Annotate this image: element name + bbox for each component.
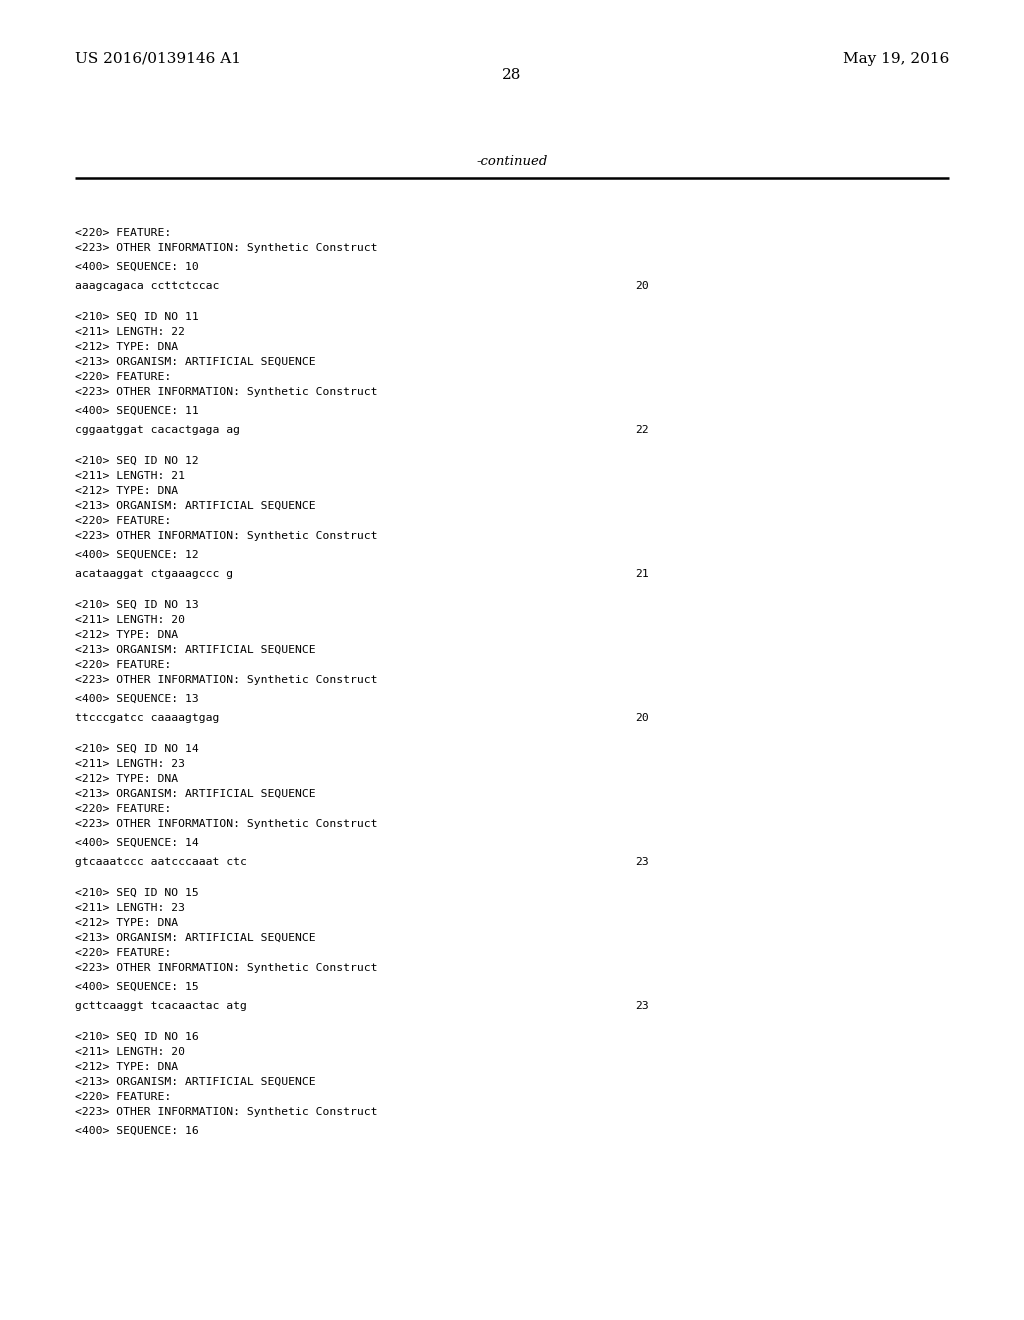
Text: acataaggat ctgaaagccc g: acataaggat ctgaaagccc g <box>75 569 233 579</box>
Text: <223> OTHER INFORMATION: Synthetic Construct: <223> OTHER INFORMATION: Synthetic Const… <box>75 531 378 541</box>
Text: <212> TYPE: DNA: <212> TYPE: DNA <box>75 774 178 784</box>
Text: 23: 23 <box>635 857 649 867</box>
Text: <223> OTHER INFORMATION: Synthetic Construct: <223> OTHER INFORMATION: Synthetic Const… <box>75 675 378 685</box>
Text: <211> LENGTH: 21: <211> LENGTH: 21 <box>75 471 185 480</box>
Text: <400> SEQUENCE: 15: <400> SEQUENCE: 15 <box>75 982 199 993</box>
Text: <213> ORGANISM: ARTIFICIAL SEQUENCE: <213> ORGANISM: ARTIFICIAL SEQUENCE <box>75 356 315 367</box>
Text: <220> FEATURE:: <220> FEATURE: <box>75 660 171 671</box>
Text: <211> LENGTH: 23: <211> LENGTH: 23 <box>75 759 185 770</box>
Text: <210> SEQ ID NO 11: <210> SEQ ID NO 11 <box>75 312 199 322</box>
Text: -continued: -continued <box>476 154 548 168</box>
Text: <210> SEQ ID NO 14: <210> SEQ ID NO 14 <box>75 744 199 754</box>
Text: <210> SEQ ID NO 16: <210> SEQ ID NO 16 <box>75 1032 199 1041</box>
Text: aaagcagaca ccttctccac: aaagcagaca ccttctccac <box>75 281 219 290</box>
Text: <220> FEATURE:: <220> FEATURE: <box>75 804 171 814</box>
Text: <400> SEQUENCE: 10: <400> SEQUENCE: 10 <box>75 261 199 272</box>
Text: <210> SEQ ID NO 12: <210> SEQ ID NO 12 <box>75 455 199 466</box>
Text: <212> TYPE: DNA: <212> TYPE: DNA <box>75 486 178 496</box>
Text: 28: 28 <box>503 69 521 82</box>
Text: cggaatggat cacactgaga ag: cggaatggat cacactgaga ag <box>75 425 240 436</box>
Text: <212> TYPE: DNA: <212> TYPE: DNA <box>75 1063 178 1072</box>
Text: gcttcaaggt tcacaactac atg: gcttcaaggt tcacaactac atg <box>75 1001 247 1011</box>
Text: 20: 20 <box>635 281 649 290</box>
Text: <213> ORGANISM: ARTIFICIAL SEQUENCE: <213> ORGANISM: ARTIFICIAL SEQUENCE <box>75 933 315 942</box>
Text: <220> FEATURE:: <220> FEATURE: <box>75 228 171 238</box>
Text: <220> FEATURE:: <220> FEATURE: <box>75 516 171 525</box>
Text: <213> ORGANISM: ARTIFICIAL SEQUENCE: <213> ORGANISM: ARTIFICIAL SEQUENCE <box>75 502 315 511</box>
Text: <211> LENGTH: 22: <211> LENGTH: 22 <box>75 327 185 337</box>
Text: <212> TYPE: DNA: <212> TYPE: DNA <box>75 917 178 928</box>
Text: <211> LENGTH: 23: <211> LENGTH: 23 <box>75 903 185 913</box>
Text: <210> SEQ ID NO 13: <210> SEQ ID NO 13 <box>75 601 199 610</box>
Text: <400> SEQUENCE: 16: <400> SEQUENCE: 16 <box>75 1126 199 1137</box>
Text: <223> OTHER INFORMATION: Synthetic Construct: <223> OTHER INFORMATION: Synthetic Const… <box>75 964 378 973</box>
Text: <210> SEQ ID NO 15: <210> SEQ ID NO 15 <box>75 888 199 898</box>
Text: <400> SEQUENCE: 14: <400> SEQUENCE: 14 <box>75 838 199 847</box>
Text: <220> FEATURE:: <220> FEATURE: <box>75 948 171 958</box>
Text: US 2016/0139146 A1: US 2016/0139146 A1 <box>75 51 241 66</box>
Text: 22: 22 <box>635 425 649 436</box>
Text: 20: 20 <box>635 713 649 723</box>
Text: 21: 21 <box>635 569 649 579</box>
Text: <220> FEATURE:: <220> FEATURE: <box>75 372 171 381</box>
Text: <223> OTHER INFORMATION: Synthetic Construct: <223> OTHER INFORMATION: Synthetic Const… <box>75 243 378 253</box>
Text: 23: 23 <box>635 1001 649 1011</box>
Text: <213> ORGANISM: ARTIFICIAL SEQUENCE: <213> ORGANISM: ARTIFICIAL SEQUENCE <box>75 789 315 799</box>
Text: <212> TYPE: DNA: <212> TYPE: DNA <box>75 630 178 640</box>
Text: <212> TYPE: DNA: <212> TYPE: DNA <box>75 342 178 352</box>
Text: <223> OTHER INFORMATION: Synthetic Construct: <223> OTHER INFORMATION: Synthetic Const… <box>75 1107 378 1117</box>
Text: <400> SEQUENCE: 12: <400> SEQUENCE: 12 <box>75 550 199 560</box>
Text: May 19, 2016: May 19, 2016 <box>843 51 949 66</box>
Text: <211> LENGTH: 20: <211> LENGTH: 20 <box>75 615 185 624</box>
Text: <211> LENGTH: 20: <211> LENGTH: 20 <box>75 1047 185 1057</box>
Text: ttcccgatcc caaaagtgag: ttcccgatcc caaaagtgag <box>75 713 219 723</box>
Text: gtcaaatccc aatcccaaat ctc: gtcaaatccc aatcccaaat ctc <box>75 857 247 867</box>
Text: <220> FEATURE:: <220> FEATURE: <box>75 1092 171 1102</box>
Text: <213> ORGANISM: ARTIFICIAL SEQUENCE: <213> ORGANISM: ARTIFICIAL SEQUENCE <box>75 1077 315 1086</box>
Text: <213> ORGANISM: ARTIFICIAL SEQUENCE: <213> ORGANISM: ARTIFICIAL SEQUENCE <box>75 645 315 655</box>
Text: <400> SEQUENCE: 11: <400> SEQUENCE: 11 <box>75 407 199 416</box>
Text: <400> SEQUENCE: 13: <400> SEQUENCE: 13 <box>75 694 199 704</box>
Text: <223> OTHER INFORMATION: Synthetic Construct: <223> OTHER INFORMATION: Synthetic Const… <box>75 818 378 829</box>
Text: <223> OTHER INFORMATION: Synthetic Construct: <223> OTHER INFORMATION: Synthetic Const… <box>75 387 378 397</box>
